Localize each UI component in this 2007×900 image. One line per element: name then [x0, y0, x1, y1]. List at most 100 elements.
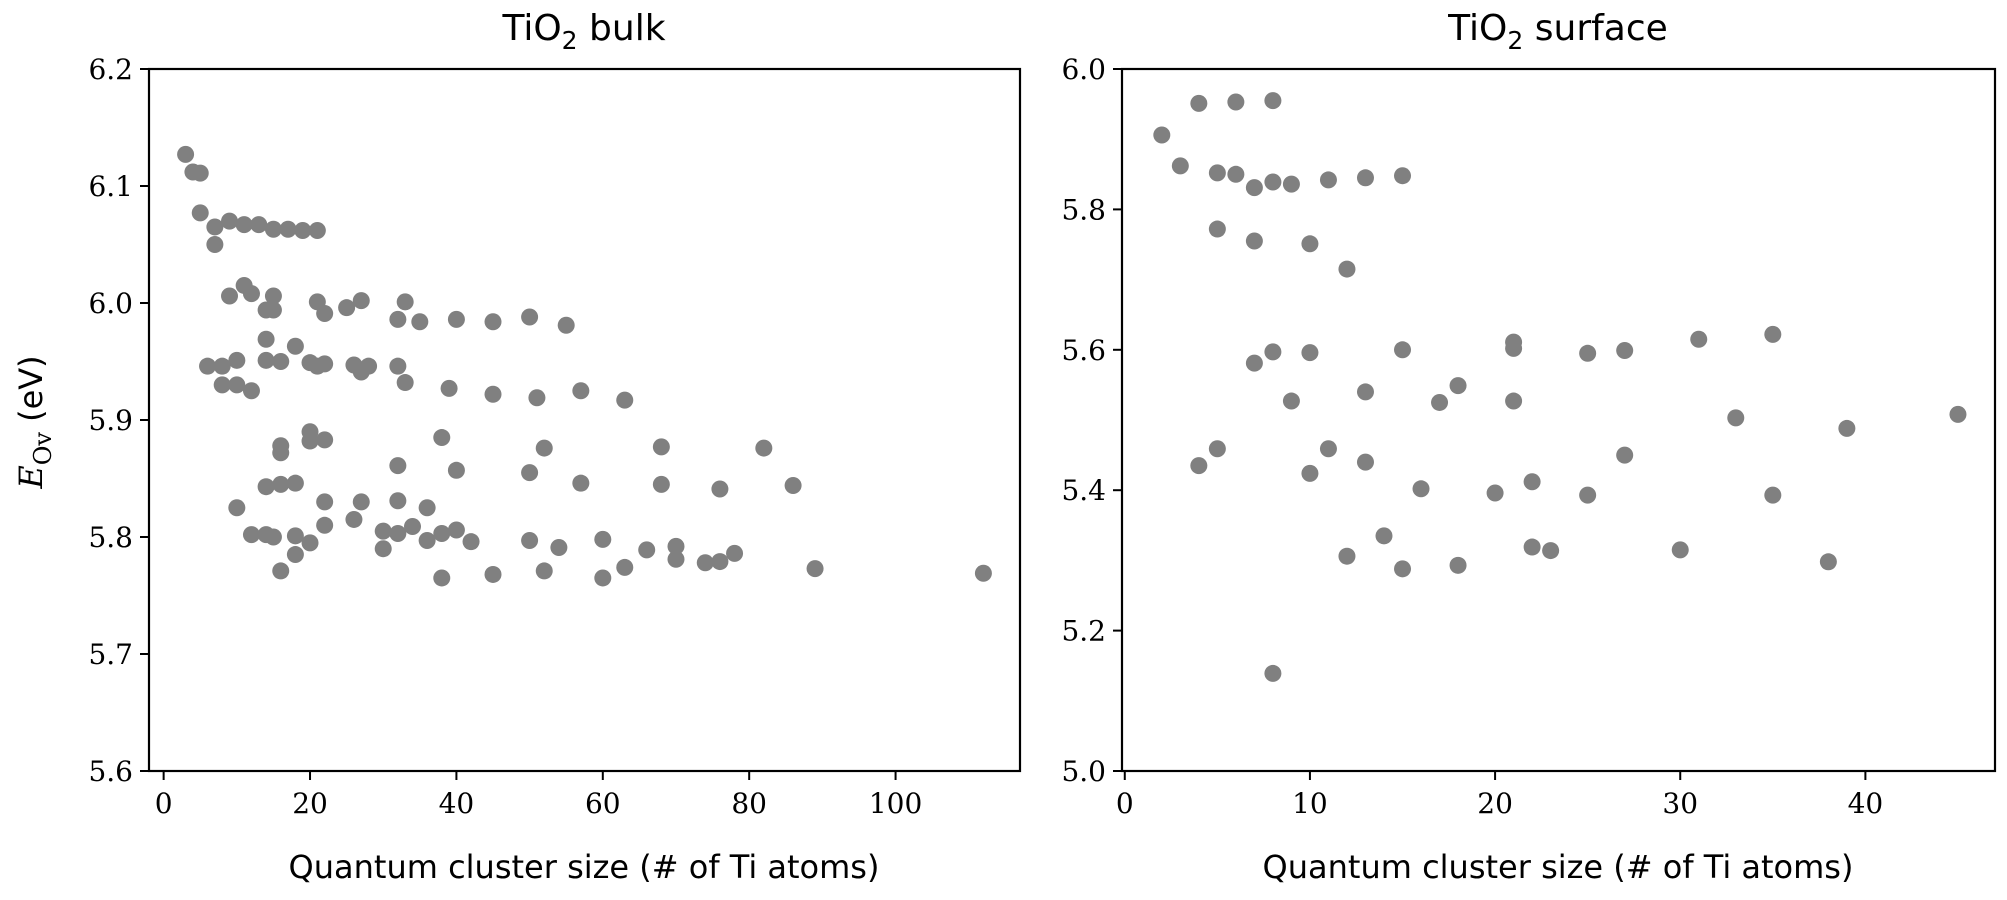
bulk-data-point — [316, 305, 334, 323]
bulk-data-point — [228, 351, 246, 369]
bulk-data-point — [974, 564, 992, 582]
bulk-data-point — [272, 475, 290, 493]
surface-data-point — [1394, 560, 1412, 578]
bulk-data-point — [257, 330, 275, 348]
surface-data-point — [1542, 542, 1560, 560]
bulk-data-point — [235, 216, 253, 234]
bulk-data-point — [616, 558, 634, 576]
bulk-data-point — [572, 382, 590, 400]
bulk-data-point — [308, 221, 326, 239]
bulk-y-tick-label: 5.7 — [88, 638, 133, 671]
bulk-data-point — [360, 357, 378, 375]
bulk-ticks: 0 20 40 60 80 100 5.6 5.7 5.8 5.9 6.0 6.1 6.2 — [88, 53, 922, 820]
surface-x-tick-label: 40 — [1848, 787, 1884, 820]
surface-data-point — [1949, 405, 1967, 423]
surface-data-point — [1412, 480, 1430, 498]
bulk-plot-frame — [147, 67, 1022, 773]
bulk-data-point — [206, 236, 224, 253]
bulk-data-point — [352, 493, 370, 511]
bulk-data-point — [191, 204, 209, 222]
bulk-x-axis-label: Quantum cluster size (# of Ti atoms) — [289, 848, 880, 886]
bulk-data-point — [447, 310, 465, 328]
bulk-data-point — [447, 461, 465, 479]
surface-data-point — [1264, 343, 1282, 361]
surface-data-point — [1505, 392, 1523, 410]
surface-data-point — [1449, 556, 1467, 574]
bulk-data-point — [652, 475, 670, 493]
bulk-data-point — [316, 516, 334, 534]
bulk-data-point — [272, 562, 290, 580]
bulk-x-tick-label: 0 — [155, 787, 173, 820]
surface-data-point — [1264, 173, 1282, 191]
bulk-data-point — [242, 285, 260, 303]
bulk-data-point — [242, 382, 260, 400]
bulk-data-point — [484, 565, 502, 583]
bulk-data-point — [206, 218, 224, 236]
bulk-data-point — [433, 524, 451, 542]
bulk-data-point — [667, 550, 685, 568]
surface-x-tick-label: 30 — [1662, 787, 1698, 820]
bulk-data-point — [447, 521, 465, 539]
bulk-data-point — [418, 499, 436, 517]
bulk-data-point — [433, 429, 451, 447]
bulk-y-tick-label: 6.2 — [88, 53, 133, 86]
surface-plot-frame — [1120, 67, 1997, 773]
bulk-x-tick-label: 20 — [292, 787, 328, 820]
bulk-title: TiO2 bulk — [501, 8, 665, 55]
surface-data-point — [1356, 453, 1374, 471]
bulk-data-point — [221, 287, 239, 305]
bulk-data-point — [572, 474, 590, 492]
surface-y-tick-label: 6.0 — [1061, 53, 1106, 86]
bulk-data-point — [594, 569, 612, 587]
bulk-x-tick-label: 40 — [439, 787, 475, 820]
surface-data-point — [1282, 392, 1300, 410]
surface-data-point — [1190, 457, 1208, 475]
surface-x-tick-label: 10 — [1292, 787, 1328, 820]
surface-y-tick-label: 5.4 — [1061, 474, 1106, 507]
surface-y-tick-label: 5.8 — [1061, 193, 1106, 226]
bulk-data-point — [711, 553, 729, 571]
bulk-x-tick-label: 60 — [585, 787, 621, 820]
bulk-data-point — [286, 527, 304, 545]
bulk-data-point — [389, 310, 407, 328]
surface-data-point — [1579, 344, 1597, 362]
surface-ticks: 0 10 20 30 40 5.0 5.2 5.4 5.6 5.8 6.0 — [1061, 53, 1883, 820]
bulk-y-tick-label: 6.1 — [88, 170, 133, 203]
bulk-data-point — [535, 562, 553, 580]
surface-data-point — [1764, 325, 1782, 343]
surface-data-point — [1690, 330, 1708, 348]
bulk-data-point — [374, 522, 392, 540]
surface-title: TiO2 surface — [1447, 8, 1668, 55]
bulk-y-tick-label: 5.9 — [88, 404, 133, 437]
surface-data-point — [1227, 165, 1245, 183]
bulk-data-point — [213, 357, 231, 375]
surface-data-point — [1727, 409, 1745, 427]
bulk-data-point — [221, 212, 239, 230]
surface-data-point — [1523, 473, 1541, 491]
bulk-data-point — [652, 438, 670, 456]
bulk-data-point — [345, 510, 363, 528]
surface-data-point — [1208, 164, 1226, 182]
bulk-data-point — [484, 313, 502, 331]
bulk-data-point — [338, 299, 356, 317]
bulk-data-point — [594, 530, 612, 548]
bulk-y-tick-label: 5.6 — [88, 755, 133, 788]
surface-data-point — [1301, 235, 1319, 253]
surface-data-point — [1579, 486, 1597, 504]
bulk-data-point — [806, 560, 824, 578]
bulk-data-point — [213, 376, 231, 394]
bulk-data-point — [286, 546, 304, 564]
surface-data-point — [1338, 547, 1356, 565]
bulk-data-point — [228, 499, 246, 517]
bulk-panel: TiO2 bulk Quantum cluster size (# of Ti … — [12, 8, 1022, 886]
surface-data-point — [1245, 354, 1263, 372]
bulk-y-axis-label: EOv (eV) — [12, 355, 57, 489]
bulk-data-point — [199, 357, 217, 375]
bulk-x-tick-label: 80 — [731, 787, 767, 820]
bulk-data-point — [264, 528, 282, 546]
surface-data-point — [1449, 377, 1467, 395]
bulk-data-point — [755, 439, 773, 457]
bulk-data-point — [403, 517, 421, 535]
bulk-data-point — [440, 379, 458, 397]
